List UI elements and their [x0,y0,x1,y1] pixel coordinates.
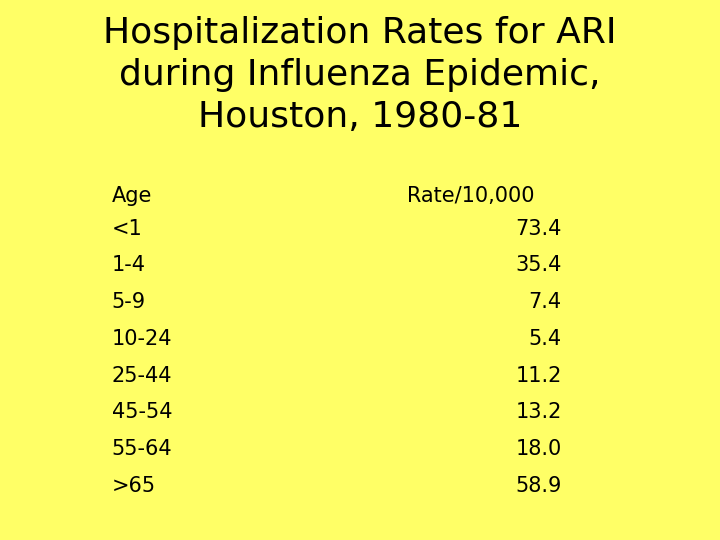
Text: 35.4: 35.4 [516,255,562,275]
Text: 7.4: 7.4 [528,292,562,312]
Text: 45-54: 45-54 [112,402,172,422]
Text: 10-24: 10-24 [112,329,172,349]
Text: 25-44: 25-44 [112,366,172,386]
Text: 18.0: 18.0 [516,439,562,459]
Text: 13.2: 13.2 [516,402,562,422]
Text: 58.9: 58.9 [516,476,562,496]
Text: 73.4: 73.4 [516,219,562,239]
Text: 1-4: 1-4 [112,255,145,275]
Text: 55-64: 55-64 [112,439,172,459]
Text: Rate/10,000: Rate/10,000 [407,186,534,206]
Text: Hospitalization Rates for ARI
during Influenza Epidemic,
Houston, 1980-81: Hospitalization Rates for ARI during Inf… [103,16,617,134]
Text: Age: Age [112,186,152,206]
Text: 5.4: 5.4 [528,329,562,349]
Text: >65: >65 [112,476,156,496]
Text: 5-9: 5-9 [112,292,145,312]
Text: <1: <1 [112,219,143,239]
Text: 11.2: 11.2 [516,366,562,386]
